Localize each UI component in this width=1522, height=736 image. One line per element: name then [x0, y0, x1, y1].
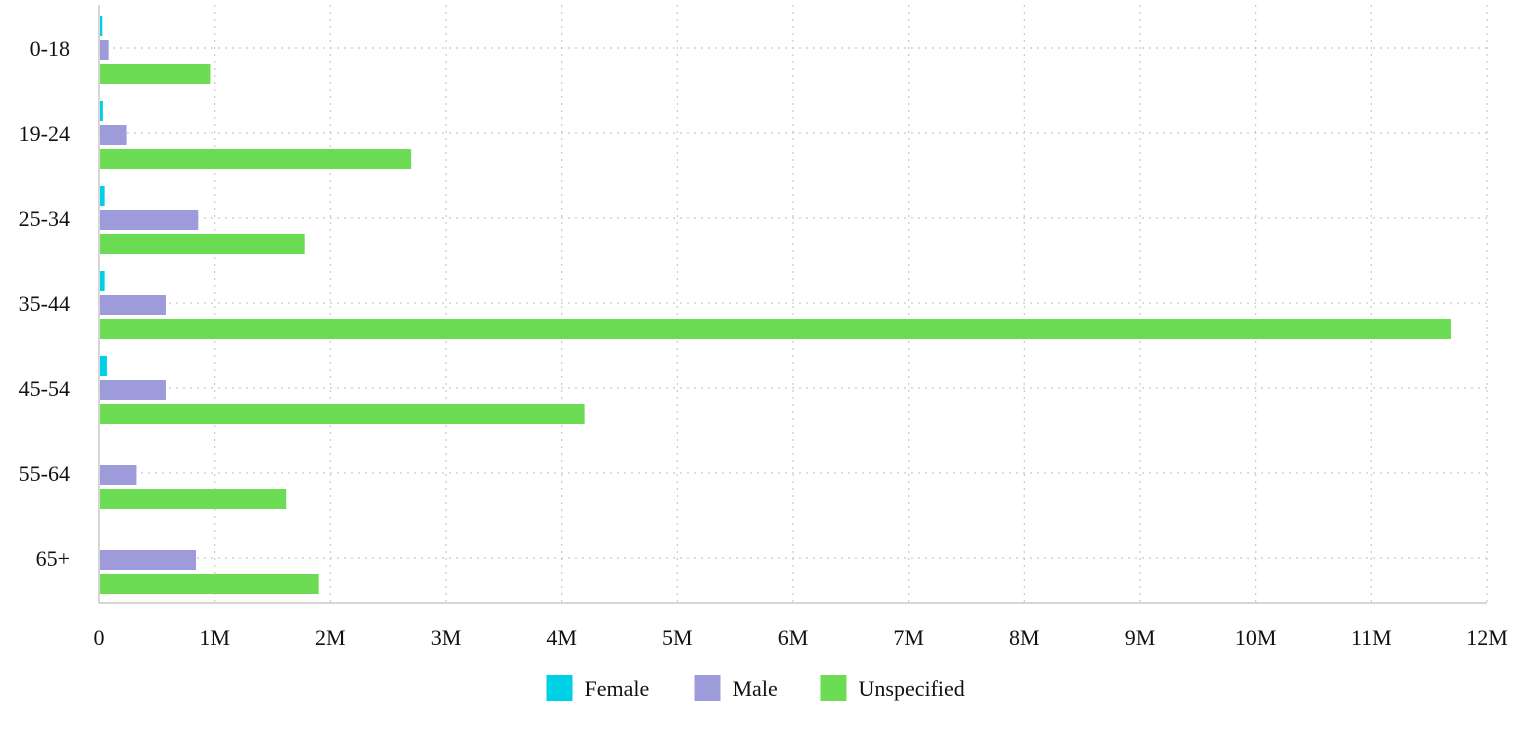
- legend-swatch: [546, 675, 573, 701]
- bars: [100, 16, 1451, 594]
- legend-label: Unspecified: [859, 676, 965, 701]
- bar-male-65+[interactable]: [100, 550, 197, 570]
- x-tick-label: 9M: [1125, 625, 1156, 650]
- legend-swatch: [694, 675, 721, 701]
- bar-unspecified-65+[interactable]: [100, 574, 319, 594]
- axes: [98, 5, 1487, 604]
- bar-female-25-34[interactable]: [100, 186, 105, 206]
- bar-female-19-24[interactable]: [100, 101, 103, 121]
- bar-unspecified-0-18[interactable]: [100, 64, 211, 84]
- y-tick-label: 35-44: [19, 291, 70, 316]
- legend-swatch: [820, 675, 847, 701]
- x-tick-label: 7M: [893, 625, 924, 650]
- bar-female-45-54[interactable]: [100, 356, 107, 376]
- bar-unspecified-55-64[interactable]: [100, 489, 287, 509]
- legend-item-female[interactable]: Female: [546, 675, 650, 701]
- x-tick-label: 1M: [199, 625, 230, 650]
- y-tick-label: 45-54: [19, 376, 70, 401]
- y-tick-label: 55-64: [19, 461, 70, 486]
- x-tick-label: 12M: [1466, 625, 1508, 650]
- legend-item-male[interactable]: Male: [694, 675, 778, 701]
- x-tick-label: 4M: [546, 625, 577, 650]
- bar-male-25-34[interactable]: [100, 210, 199, 230]
- y-tick-label: 19-24: [19, 121, 70, 146]
- y-axis-tick-labels: 0-18 19-24 25-34 35-44 45-54 55-64 65+: [19, 36, 70, 571]
- x-tick-label: 11M: [1351, 625, 1392, 650]
- bar-male-35-44[interactable]: [100, 295, 166, 315]
- bar-male-45-54[interactable]: [100, 380, 166, 400]
- x-tick-label: 2M: [315, 625, 346, 650]
- bar-male-19-24[interactable]: [100, 125, 127, 145]
- bar-female-0-18[interactable]: [100, 16, 103, 36]
- bar-unspecified-45-54[interactable]: [100, 404, 585, 424]
- legend-label: Female: [585, 676, 650, 701]
- y-tick-label: 25-34: [19, 206, 70, 231]
- bar-unspecified-19-24[interactable]: [100, 149, 412, 169]
- legend-label: Male: [733, 676, 778, 701]
- bar-female-35-44[interactable]: [100, 271, 105, 291]
- x-tick-label: 10M: [1235, 625, 1277, 650]
- bar-male-55-64[interactable]: [100, 465, 137, 485]
- legend: Female Male Unspecified: [546, 675, 965, 701]
- x-tick-label: 6M: [778, 625, 809, 650]
- x-tick-label: 5M: [662, 625, 693, 650]
- bar-unspecified-35-44[interactable]: [100, 319, 1451, 339]
- grid-lines: [99, 5, 1488, 603]
- y-tick-label: 0-18: [30, 36, 70, 61]
- x-tick-label: 0: [94, 625, 105, 650]
- x-tick-label: 8M: [1009, 625, 1040, 650]
- bar-male-0-18[interactable]: [100, 40, 109, 60]
- y-tick-label: 65+: [36, 546, 70, 571]
- x-axis-tick-labels: 0 1M 2M 3M 4M 5M 6M 7M 8M 9M 10M 11M 12M: [94, 625, 1508, 650]
- legend-item-unspecified[interactable]: Unspecified: [820, 675, 965, 701]
- x-tick-label: 3M: [431, 625, 462, 650]
- bar-unspecified-25-34[interactable]: [100, 234, 305, 254]
